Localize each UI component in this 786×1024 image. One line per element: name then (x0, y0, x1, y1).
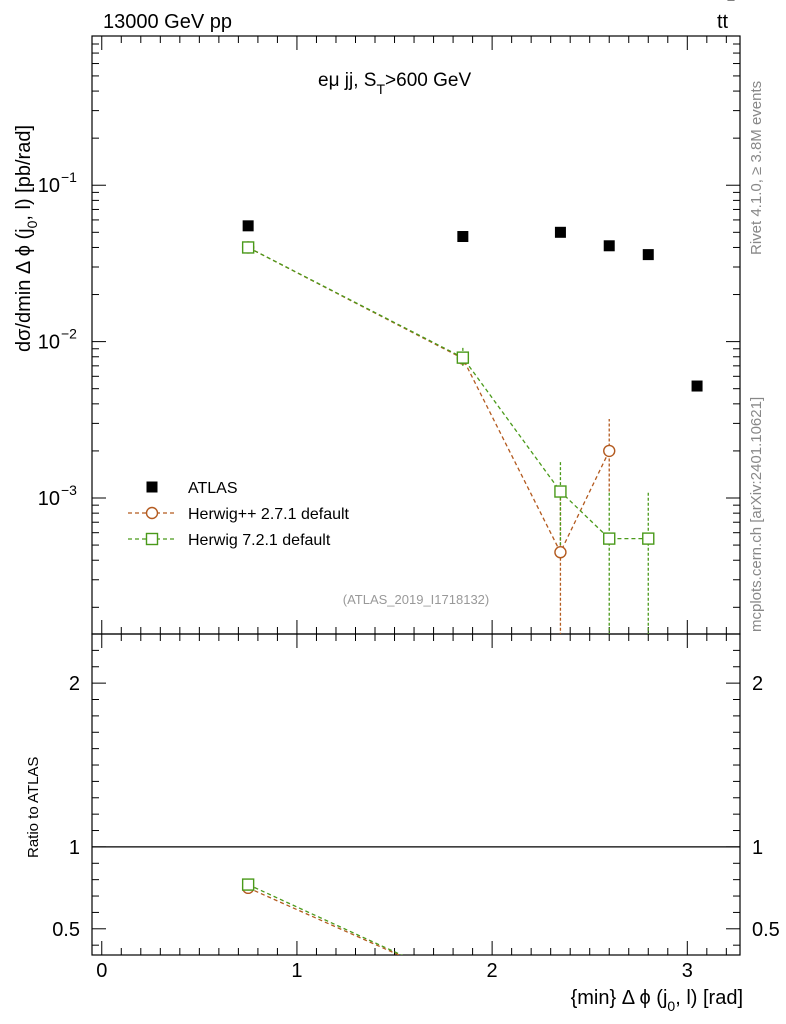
data-point-herwig-7-2-1-default (456, 351, 470, 364)
y-tick-label: 10 (38, 332, 60, 354)
data-point-herwig-7-2-1-default (554, 485, 567, 498)
data-point-atlas (554, 226, 566, 238)
analysis-id-label: (ATLAS_2019_I1718132) (343, 592, 489, 607)
data-point-atlas (691, 380, 703, 392)
x-tick-label: 3 (682, 960, 693, 982)
y-tick-exponent: −3 (61, 482, 77, 498)
legend: ATLAS Herwig++ 2.7.1 default Herwig 7.2.1 … (128, 480, 350, 549)
data-point-herwig-7-2-1-default (642, 532, 655, 545)
data-point-herwig-2-7-1-default (603, 444, 616, 458)
rivet-version-label: Rivet 4.1.0, ≥ 3.8M events (748, 81, 765, 255)
main-series-layer (241, 220, 703, 634)
x-tick-labels: 0 1 2 3 (96, 960, 693, 982)
y-tick-label: 10 (38, 488, 60, 510)
data-point-atlas (242, 220, 254, 232)
y-axis-label: dσ/dmin Δ ϕ (j0, l) [pb/rad] (13, 125, 40, 352)
x-tick-label: 0 (96, 960, 107, 982)
legend-label-atlas: ATLAS (188, 480, 238, 497)
ratio-line-herwig-7-2-1-default (247, 883, 404, 955)
series-line-herwig-7-2-1-default (247, 246, 649, 540)
ratio-axes: 0.5 0.5 1 1 2 2 (52, 633, 780, 955)
data-point-atlas (457, 231, 469, 243)
data-point-herwig-2-7-1-default (554, 546, 567, 559)
data-point-atlas (603, 240, 615, 252)
x-tick-label: 1 (291, 960, 302, 982)
ratio-line-herwig-2-7-1-default (247, 887, 401, 955)
legend-marker-herwig-2-7-1-default (145, 506, 159, 520)
y-tick-exponent: −1 (61, 169, 77, 185)
ratio-series-layer (241, 878, 404, 955)
y-tick-label: 10 (38, 175, 60, 197)
ratio-panel-frame (91, 633, 741, 956)
header-process-bar: ‾ (727, 0, 735, 18)
ratio-y-tick-label-right: 0.5 (752, 919, 780, 941)
y-tick-exponent: −2 (61, 326, 77, 342)
legend-marker-herwig-7-2-1-default (145, 532, 159, 546)
mcplots-label: mcplots.cern.ch [arXiv:2401.10621] (748, 397, 765, 632)
header-energy-label: 13000 GeV pp (103, 11, 232, 33)
ratio-point-herwig-7-2-1-default (241, 878, 255, 891)
data-point-herwig-7-2-1-default (603, 532, 616, 545)
ratio-y-tick-label-right: 2 (752, 673, 763, 695)
data-point-atlas (642, 249, 654, 261)
main-axes: 10−310−210−1 (38, 35, 740, 634)
ratio-y-tick-label-right: 1 (752, 837, 763, 859)
legend-label-herwig-7-2-1-default: Herwig 7.2.1 default (188, 532, 331, 549)
ratio-y-tick-label: 1 (69, 837, 80, 859)
ratio-y-tick-label: 2 (69, 673, 80, 695)
ratio-y-tick-label: 0.5 (52, 919, 80, 941)
legend-marker-atlas (146, 481, 158, 493)
chart-title: eμ jj, ST>600 GeV (318, 70, 471, 97)
x-axis-label: {min} Δ ϕ (j0, l) [rad] (571, 987, 743, 1014)
header-process-label: tt (717, 11, 729, 33)
data-point-herwig-7-2-1-default (241, 241, 255, 254)
x-tick-label: 2 (487, 960, 498, 982)
legend-label-herwig-2-7-1-default: Herwig++ 2.7.1 default (188, 506, 350, 523)
ratio-y-axis-label: Ratio to ATLAS (25, 757, 42, 858)
